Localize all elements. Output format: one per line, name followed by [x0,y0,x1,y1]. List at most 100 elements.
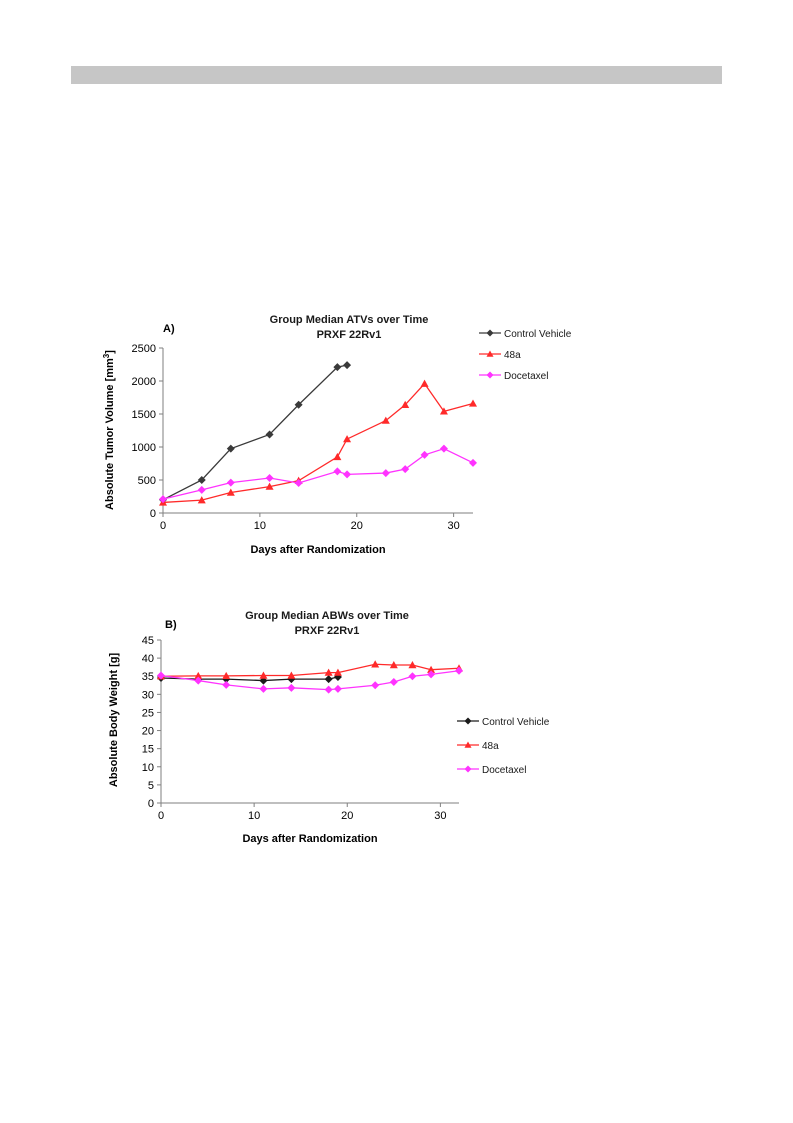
chart-b-x-tick-label: 10 [248,810,260,822]
chart-b-series-1-point [259,671,268,679]
chart-b-series-2-point [287,683,296,692]
chart-a-series-0-point [294,400,303,409]
chart-a-series-1-point [343,435,352,443]
chart-a-legend-label-0: Control Vehicle [504,329,572,340]
chart-b-series-1-point [371,660,380,668]
chart-a-series-1-point [226,488,235,496]
chart-a-series-2-point [420,450,429,459]
chart-b-series-2-point [427,670,436,679]
chart-a-series-1-point [197,496,206,504]
chart-a-series-0-point [226,444,235,453]
chart-a-y-tick-label: 500 [138,475,156,487]
chart-a-title: Group Median ATVs over Time [270,314,429,326]
chart-a-subtitle: PRXF 22Rv1 [317,329,382,341]
chart-a-series-2-point [401,465,410,474]
chart-a-series-2-point [333,467,342,476]
chart-b-legend-label-2: Docetaxel [482,765,526,776]
chart-b-series-2-point [157,671,165,680]
chart-b-series-1-point [389,660,398,669]
chart-b-series-2-point [389,678,398,687]
chart-a-series-1-point [265,482,274,490]
chart-a-series-2-point [197,485,206,494]
chart-b-series-1-point [333,668,342,676]
chart-a-series-1-point [420,379,429,387]
chart-a-legend-marker-2 [486,371,494,379]
chart-b-title: Group Median ABWs over Time [245,610,409,622]
panel-label-b: B) [165,619,177,631]
chart-a-series-1-point [333,452,342,461]
chart-a-plot: 0 500 1000 1500 2000 2500 0 10 20 30 [132,343,477,532]
chart-a-legend: Control Vehicle 48a Docetaxel [479,329,572,382]
chart-b-series-2-point [259,684,268,693]
chart-b-y-tick-label: 30 [142,689,154,701]
chart-a-series-2-point [343,470,352,479]
chart-a-y-tick-label: 0 [150,508,156,520]
chart-b-y-tick-label: 10 [142,762,154,774]
chart-a-x-tick-label: 0 [160,520,166,532]
chart-a-x-tick-label: 30 [448,520,460,532]
chart-a-y-tick-label: 1000 [132,442,156,454]
chart-b-legend-marker-1 [464,741,472,748]
chart-b-series-2-point [194,676,203,685]
chart-a-series-line-1 [162,382,474,504]
chart-b-series-2-point [408,672,417,681]
chart-a-series-2-point [469,458,477,467]
chart-b-series-1-point [222,671,231,680]
panel-label-a: A) [163,323,175,335]
chart-a-legend-label-2: Docetaxel [504,371,548,382]
chart-a-y-tick-label: 2500 [132,343,156,355]
chart-b-series-1-point [427,665,436,673]
chart-b-y-tick-label: 20 [142,726,154,738]
chart-a-series-2-point [265,474,274,483]
chart-a-series-1-point [439,407,448,415]
chart-b-legend: Control Vehicle 48a Docetaxel [457,717,550,776]
chart-a-xlabel: Days after Randomization [250,544,385,556]
chart-a-series-1-point [381,416,390,424]
chart-b-subtitle: PRXF 22Rv1 [295,625,360,637]
chart-b-x-tick-label: 30 [434,810,446,822]
chart-a-y-tick-label: 1500 [132,409,156,421]
chart-a-series-1-point [469,399,477,407]
chart-b-x-tick-label: 0 [158,810,164,822]
chart-a-legend-marker-0 [486,329,494,337]
chart-a-series-2-point [381,469,390,478]
chart-a-legend-label-1: 48a [504,350,521,361]
chart-b-series-2-point [222,680,231,689]
chart-a-series-2-point [439,444,448,453]
chart-b-series-2-point [371,681,380,690]
chart-b-y-tick-label: 25 [142,707,154,719]
chart-b-series-1-point [324,668,333,676]
chart-a-series-0-point [343,361,352,370]
header-bar [71,66,722,84]
chart-a-series-0-point [265,430,274,439]
chart-b-y-tick-label: 45 [142,635,154,647]
chart-a-series-2-point [226,478,235,487]
chart-b-ylabel: Absolute Body Weight [g] [108,653,120,788]
chart-b-series-1-point [408,660,417,669]
chart-a-legend-marker-1 [486,350,494,357]
chart-b-legend-label-1: 48a [482,741,499,752]
chart-a-series-0-point [333,363,342,372]
chart-b-y-tick-label: 15 [142,744,154,756]
chart-b-legend-marker-0 [464,717,472,725]
chart-b-series-2-point [324,685,333,694]
chart-a-x-tick-label: 10 [254,520,266,532]
chart-b-x-tick-label: 20 [341,810,353,822]
chart-b-series-0-point [324,675,333,684]
chart-b-xlabel: Days after Randomization [242,833,377,845]
chart-a-ylabel: Absolute Tumor Volume [mm3] [102,350,116,510]
chart-b-y-tick-label: 40 [142,653,154,665]
chart-b-y-tick-label: 5 [148,780,154,792]
chart-a-y-tick-label: 2000 [132,376,156,388]
chart-a-x-tick-label: 20 [351,520,363,532]
chart-b-legend-label-0: Control Vehicle [482,717,550,728]
chart-a-series-1-point [401,400,410,408]
chart-b-series-1-point [287,671,296,679]
chart-b-series-line-1 [160,663,460,677]
chart-a-series-2-point [159,495,167,504]
chart-a-series-2-point [294,478,303,487]
chart-b-y-tick-label: 35 [142,671,154,683]
chart-b-legend-marker-2 [464,765,472,773]
